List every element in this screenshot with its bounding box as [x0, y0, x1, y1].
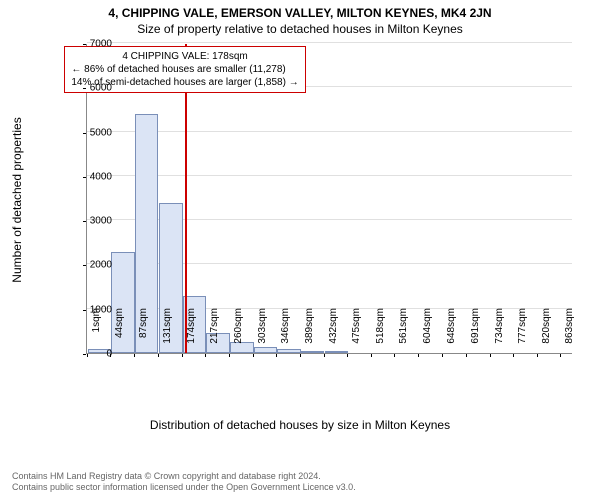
footer-line-2: Contains public sector information licen…: [12, 482, 356, 494]
x-tick-mark: [418, 354, 419, 357]
x-axis-label: Distribution of detached houses by size …: [0, 418, 600, 432]
x-tick-mark: [371, 354, 372, 357]
y-tick-label: 7000: [72, 39, 112, 50]
x-tick-label: 87sqm: [138, 308, 149, 358]
x-tick-mark: [394, 354, 395, 357]
gridline: [87, 42, 572, 43]
x-tick-mark: [513, 354, 514, 357]
chart-title-main: 4, CHIPPING VALE, EMERSON VALLEY, MILTON…: [0, 0, 600, 20]
x-tick-label: 561sqm: [398, 308, 409, 358]
y-tick-mark: [83, 354, 86, 355]
x-tick-mark: [87, 354, 88, 357]
callout-smaller: ← 86% of detached houses are smaller (11…: [71, 63, 298, 76]
y-tick-mark: [83, 88, 86, 89]
x-tick-label: 820sqm: [541, 308, 552, 358]
x-tick-label: 389sqm: [304, 308, 315, 358]
y-tick-mark: [83, 265, 86, 266]
x-tick-mark: [253, 354, 254, 357]
x-tick-mark: [300, 354, 301, 357]
y-tick-mark: [83, 310, 86, 311]
x-tick-label: 1sqm: [91, 308, 102, 358]
x-tick-label: 174sqm: [186, 308, 197, 358]
y-tick-label: 6000: [72, 83, 112, 94]
y-tick-label: 3000: [72, 216, 112, 227]
y-tick-label: 2000: [72, 260, 112, 271]
x-tick-mark: [324, 354, 325, 357]
x-tick-label: 44sqm: [114, 308, 125, 358]
chart-area: 4 CHIPPING VALE: 178sqm← 86% of detached…: [56, 44, 572, 394]
x-tick-label: 260sqm: [233, 308, 244, 358]
y-tick-label: 4000: [72, 171, 112, 182]
x-tick-mark: [442, 354, 443, 357]
x-tick-mark: [347, 354, 348, 357]
x-tick-label: 777sqm: [517, 308, 528, 358]
footer-attribution: Contains HM Land Registry data © Crown c…: [12, 471, 356, 494]
footer-line-1: Contains HM Land Registry data © Crown c…: [12, 471, 356, 483]
x-tick-label: 217sqm: [209, 308, 220, 358]
x-tick-mark: [466, 354, 467, 357]
x-tick-label: 475sqm: [351, 308, 362, 358]
gridline: [87, 131, 572, 132]
x-tick-mark: [276, 354, 277, 357]
x-tick-mark: [229, 354, 230, 357]
y-axis-label: Number of detached properties: [10, 117, 24, 282]
x-tick-label: 863sqm: [564, 308, 575, 358]
x-tick-label: 518sqm: [375, 308, 386, 358]
y-tick-mark: [83, 44, 86, 45]
y-tick-mark: [83, 221, 86, 222]
x-tick-label: 734sqm: [494, 308, 505, 358]
x-tick-mark: [490, 354, 491, 357]
x-tick-mark: [182, 354, 183, 357]
x-tick-mark: [110, 354, 111, 357]
x-tick-label: 691sqm: [470, 308, 481, 358]
x-tick-label: 648sqm: [446, 308, 457, 358]
y-tick-label: 5000: [72, 127, 112, 138]
y-tick-mark: [83, 133, 86, 134]
chart-title-sub: Size of property relative to detached ho…: [0, 20, 600, 36]
x-tick-mark: [205, 354, 206, 357]
x-tick-label: 131sqm: [162, 308, 173, 358]
x-tick-label: 346sqm: [280, 308, 291, 358]
callout-title: 4 CHIPPING VALE: 178sqm: [71, 50, 298, 63]
gridline: [87, 175, 572, 176]
y-tick-mark: [83, 177, 86, 178]
x-tick-mark: [158, 354, 159, 357]
x-tick-label: 432sqm: [328, 308, 339, 358]
x-tick-label: 303sqm: [257, 308, 268, 358]
x-tick-mark: [537, 354, 538, 357]
x-tick-mark: [560, 354, 561, 357]
chart-container: 4, CHIPPING VALE, EMERSON VALLEY, MILTON…: [0, 0, 600, 500]
x-tick-label: 604sqm: [422, 308, 433, 358]
x-tick-mark: [134, 354, 135, 357]
